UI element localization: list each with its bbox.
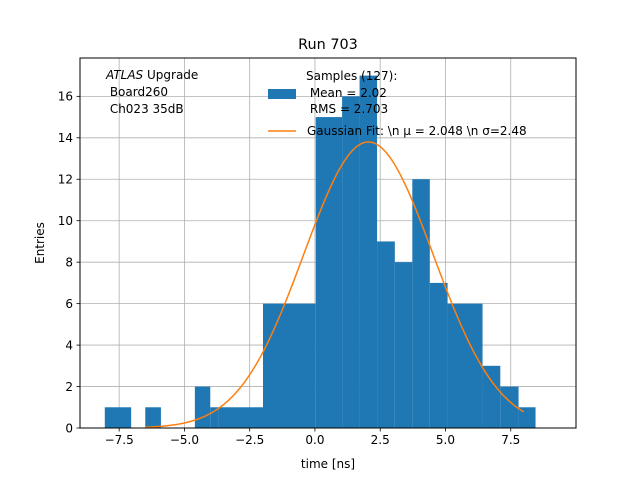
x-tick-label: −7.5 [105,433,134,447]
y-tick-label: 8 [65,255,73,269]
legend-samples-line-3: RMS = 2.703 [306,102,388,116]
x-tick-label: 0.0 [305,433,324,447]
histogram-bar [210,407,219,428]
annotation-atlas: ATLAS [105,68,144,82]
plot-frame [79,57,577,429]
y-tick-label: 16 [58,90,73,104]
x-tick-label: −5.0 [170,433,199,447]
histogram-bar [104,407,132,428]
histogram-bar [518,407,536,428]
annotation-line-2: Board260 [106,85,168,99]
annotation-line-3: Ch023 35dB [106,102,184,116]
histogram-bar [394,262,413,428]
annotation-upgrade: Upgrade [143,68,198,82]
histogram-bars [104,75,536,429]
legend-samples-line-1: Samples (127): [306,69,397,83]
y-tick-label: 12 [58,173,73,187]
y-tick-label: 10 [58,214,73,228]
histogram-bar [359,75,378,428]
x-axis-label: time [ns] [301,457,355,471]
gaussian-fit [145,141,525,428]
chart-title: Run 703 [298,37,358,53]
histogram-bar [377,241,395,428]
histogram-bar [482,365,501,428]
histogram-bar [412,179,430,428]
legend-fit-label: Gaussian Fit: \n μ = 2.048 \n σ=2.48 [307,124,527,138]
histogram-bar [429,282,448,428]
annotation-box: ATLAS Upgrade Board260 Ch023 35dB [105,68,198,116]
histogram-bar [262,303,316,428]
x-tick-label: −2.5 [235,433,264,447]
y-tick-label: 4 [65,338,73,352]
histogram-bar [194,386,211,428]
y-tick-label: 14 [58,131,73,145]
legend: Samples (127): Mean = 2.02 RMS = 2.703 G… [268,69,527,138]
legend-samples-line-2: Mean = 2.02 [306,86,387,100]
y-axis-label: Entries [33,222,47,264]
histogram-bar [342,96,360,428]
annotation-line-1: ATLAS Upgrade [105,68,198,82]
x-tick-label: 5.0 [436,433,455,447]
legend-swatch-samples [268,89,296,99]
y-tick-label: 0 [65,421,73,435]
histogram-bar [218,407,263,428]
x-tick-label: 2.5 [371,433,390,447]
gaussian-fit-line [145,141,525,428]
histogram-bar [315,117,343,429]
histogram-bar [145,407,161,428]
x-tick-label: 7.5 [501,433,520,447]
axis-ticks: −7.5 −5.0 −2.5 0.0 2.5 5.0 7.5 0 2 4 6 8 10 12 14 16 [58,90,521,447]
histogram-bar [447,303,483,428]
y-tick-label: 2 [65,380,73,394]
y-tick-label: 6 [65,297,73,311]
